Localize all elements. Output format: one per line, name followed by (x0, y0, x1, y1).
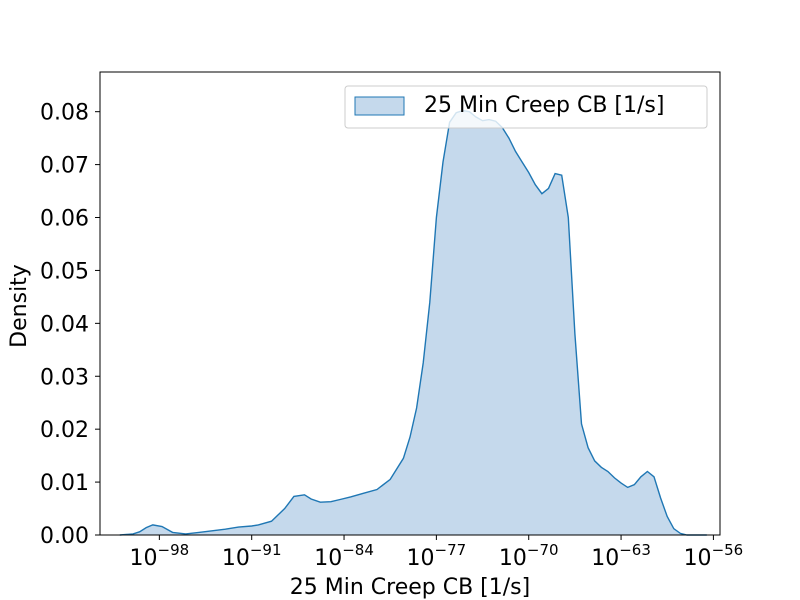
y-tick-label: 0.02 (40, 418, 89, 443)
plot-area (119, 109, 707, 536)
x-tick-label: 10−56 (684, 541, 744, 571)
y-tick-label: 0.01 (40, 471, 89, 496)
legend-swatch (354, 96, 405, 116)
x-tick-label: 10−77 (407, 541, 467, 571)
axes-frame (99, 71, 721, 536)
y-tick-label: 0.08 (40, 101, 89, 126)
x-tick-label: 10−70 (499, 541, 559, 571)
y-tick-label: 0.04 (40, 312, 89, 337)
x-tick-label: 10−63 (591, 541, 651, 571)
y-tick-label: 0.03 (40, 365, 89, 390)
y-axis: 0.00 0.01 0.02 0.03 0.04 0.05 0.06 0.07 0.08 (40, 101, 100, 549)
x-tick-label: 10−84 (314, 541, 374, 571)
legend: 25 Min Creep CB [1/s] (344, 85, 708, 129)
y-tick-label: 0.07 (40, 154, 89, 179)
density-area (119, 110, 707, 535)
y-tick-label: 0.05 (40, 259, 89, 284)
y-tick-label: 0.00 (40, 524, 89, 549)
x-axis: 10−98 10−91 10−84 10−77 10−70 10−63 10−56 (130, 535, 744, 571)
legend-box (344, 85, 708, 129)
y-tick-label: 0.06 (40, 207, 89, 232)
legend-label: 25 Min Creep CB [1/s] (424, 93, 664, 118)
y-axis-title: Density (7, 264, 32, 348)
x-tick-label: 10−98 (130, 541, 190, 571)
x-tick-label: 10−91 (222, 541, 282, 571)
x-axis-title: 25 Min Creep CB [1/s] (290, 575, 530, 600)
